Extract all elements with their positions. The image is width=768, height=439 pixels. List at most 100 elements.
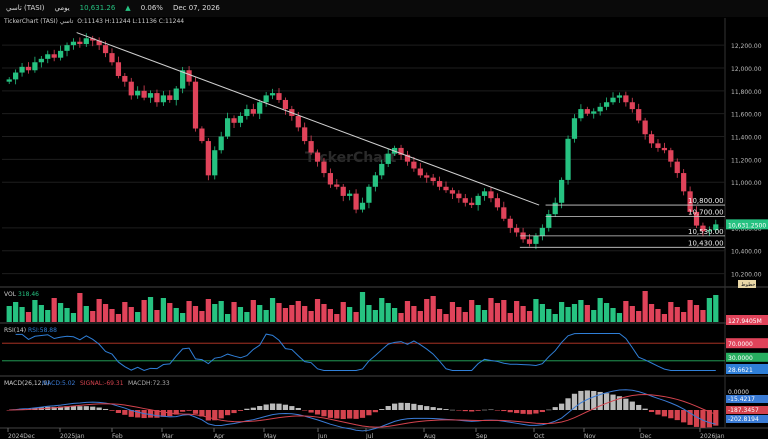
price-axis-label: 11,800.00 — [731, 89, 762, 96]
candle-body — [257, 102, 263, 114]
volume-bar — [456, 307, 462, 322]
macd-hist-bar — [372, 410, 378, 413]
macd-hist-bar — [224, 410, 231, 416]
candle-body — [623, 95, 629, 103]
macd-axis-tag — [726, 406, 768, 414]
macd-hist-bar — [199, 410, 205, 417]
time-axis-label: Mar — [162, 433, 174, 439]
macd-hist-bar — [475, 410, 481, 411]
candle-body — [526, 239, 533, 244]
time-axis-label: Sep — [476, 433, 488, 439]
candle-body — [83, 38, 89, 44]
volume-bar — [642, 291, 648, 322]
macd-hist-bar — [539, 410, 545, 413]
candle-body — [379, 163, 385, 176]
candle-body — [192, 81, 199, 129]
candle-body — [449, 190, 456, 194]
candle-body — [314, 152, 321, 162]
macd-hist-bar — [314, 410, 321, 415]
volume-bar — [501, 300, 507, 322]
candle-body — [199, 128, 205, 142]
candle-body — [372, 175, 378, 187]
candle-body — [224, 118, 231, 137]
volume-bar — [674, 307, 680, 322]
price-axis-label: 12,200.00 — [731, 43, 762, 50]
candle-body — [436, 181, 443, 187]
volume-bar — [192, 306, 199, 322]
macd-hist-bar — [160, 410, 166, 417]
lines-badge — [738, 280, 756, 288]
rsi-70-value: 70.0000 — [728, 341, 753, 348]
macd-hist-bar — [687, 410, 693, 425]
volume-bar — [77, 293, 83, 322]
macd-hist-bar — [693, 410, 700, 427]
time-axis-label: Jun — [317, 433, 328, 439]
macd-hist-bar — [180, 410, 186, 412]
volume-bar — [616, 313, 623, 322]
current-price-value: 10,631.2500 — [728, 222, 766, 229]
volume-bar — [45, 310, 51, 322]
candle-body — [6, 79, 12, 82]
candle-body — [713, 224, 719, 231]
volume-bar — [514, 301, 520, 322]
macd-hist-bar — [603, 393, 610, 410]
lines-badge-label: خطوط — [741, 282, 755, 288]
candle-body — [154, 93, 160, 103]
period-label: يومي — [54, 4, 70, 12]
macd-axis-label: -15.4217 — [728, 396, 755, 403]
candle-body — [167, 95, 173, 100]
macd-hist-bar — [629, 401, 635, 410]
watermark: TickerChart — [305, 150, 397, 166]
macd-hist-bar — [186, 410, 192, 411]
macd-hist-bar — [257, 406, 263, 410]
macd-hist-bar — [591, 390, 597, 410]
macd-hist-bar — [302, 410, 308, 411]
ohlc-readout: O:11143 H:11244 L:11136 C:11244 — [77, 18, 185, 25]
macd-hist-bar — [147, 410, 154, 418]
volume-bar — [347, 307, 353, 322]
macd-hist-bar — [122, 410, 128, 415]
macd-hist-bar — [231, 410, 237, 414]
volume-bar — [430, 296, 436, 322]
volume-bar — [404, 301, 411, 322]
volume-bar — [308, 311, 314, 322]
volume-bar — [302, 306, 308, 322]
volume-bar — [648, 304, 655, 322]
macd-hist-bar — [623, 398, 629, 410]
macd-hist-bar — [571, 393, 578, 410]
candle-body — [661, 147, 668, 151]
candle-body — [13, 72, 19, 80]
macd-hist-bar — [552, 407, 558, 410]
macd-hist-bar — [295, 407, 301, 410]
volume-bar — [661, 314, 668, 322]
candle-body — [591, 111, 597, 114]
rsi-70-tag — [726, 338, 768, 349]
candle-body — [45, 54, 51, 59]
volume-bar — [327, 309, 333, 322]
candle-body — [610, 97, 616, 103]
time-axis-label: Jul — [365, 433, 374, 439]
candle-body — [681, 173, 687, 192]
candle-body — [533, 235, 539, 244]
macd-hist-bar — [417, 405, 423, 410]
volume-bar — [526, 311, 533, 322]
volume-bar — [706, 298, 712, 322]
candle-body — [327, 173, 333, 185]
macd-hist-bar — [706, 410, 712, 428]
macd-hist-bar — [610, 394, 616, 410]
candle-body — [135, 90, 141, 96]
macd-hist-bar — [250, 407, 256, 410]
macd-hist-bar — [533, 410, 539, 414]
volume-bar — [154, 310, 160, 322]
macd-hist-bar — [501, 410, 507, 412]
macd-hist-bar — [135, 410, 141, 418]
candle-body — [244, 109, 250, 116]
hist-value: MACDH:72.33 — [128, 380, 170, 387]
volume-bar — [19, 307, 25, 322]
rsi-30-value: 30.0000 — [728, 355, 753, 362]
macd-hist-bar — [456, 410, 462, 411]
price-axis-label: 10,200.00 — [731, 272, 762, 279]
macd-hist-bar — [366, 410, 372, 416]
candle-body — [160, 95, 166, 103]
